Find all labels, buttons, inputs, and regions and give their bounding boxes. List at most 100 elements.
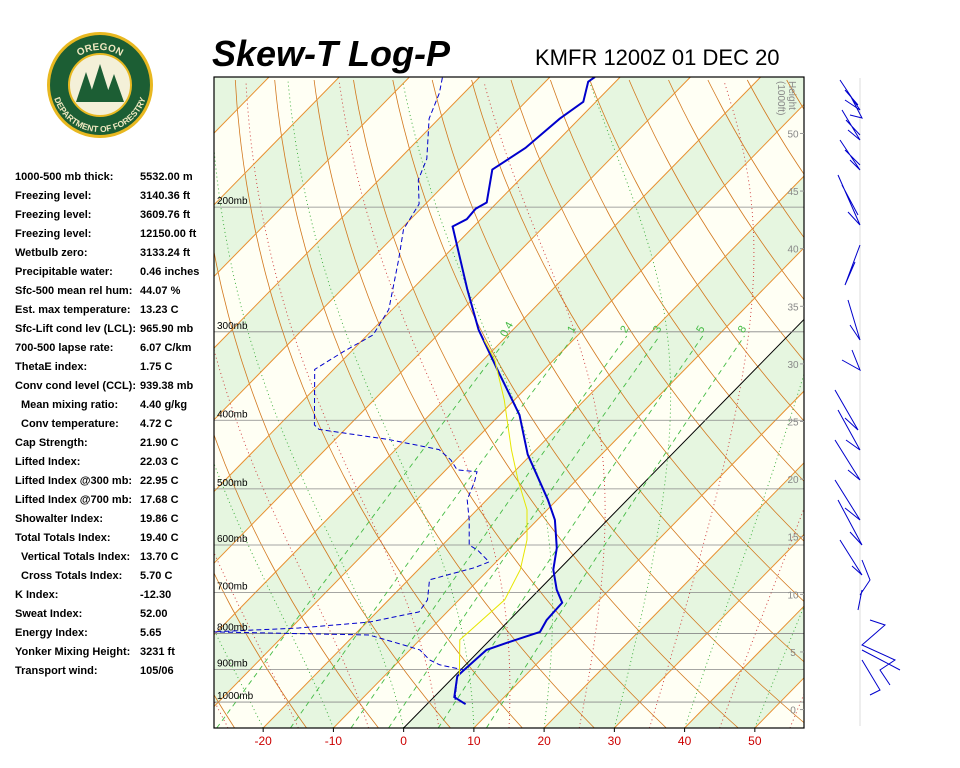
- barb: [841, 299, 861, 372]
- index-value: 0.46 inches: [140, 266, 199, 278]
- index-label: 1000-500 mb thick:: [15, 171, 113, 183]
- y-tick-label: 400mb: [217, 409, 248, 420]
- y2-tick-label: 5: [790, 648, 796, 659]
- index-label: Conv temperature:: [21, 418, 119, 430]
- x-tick-label: 10: [467, 734, 481, 748]
- isotherm: [214, 77, 340, 206]
- index-label: Sfc-500 mean rel hum:: [15, 285, 132, 297]
- isotherm: [333, 247, 804, 728]
- isotherm: [214, 77, 621, 493]
- y2-tick-label: 10: [787, 590, 799, 601]
- dry-adiabat: [826, 80, 960, 728]
- dry-adiabat: [214, 572, 307, 728]
- logo-text: OREGON: [75, 42, 125, 59]
- dry-adiabat: [905, 80, 960, 728]
- dry-adiabat: [274, 79, 595, 728]
- dry-adiabat: [234, 79, 523, 728]
- parcel-line: [458, 339, 528, 676]
- index-value: 22.95 C: [140, 475, 179, 487]
- y2-tick-label: 50: [787, 129, 799, 140]
- index-value: 1.75 C: [140, 361, 172, 373]
- index-value: 3231 ft: [140, 646, 175, 658]
- mixing-ratio-line: [388, 335, 660, 728]
- index-label: Yonker Mixing Height:: [15, 646, 130, 658]
- mixing-ratio-label: 3: [651, 324, 664, 335]
- index-label: ThetaE index:: [15, 361, 87, 373]
- x-tick-label: 20: [537, 734, 551, 748]
- dry-adiabat: [628, 79, 804, 362]
- index-value: 6.07 C/km: [140, 342, 192, 354]
- index-label: Lifted Index @700 mb:: [15, 494, 132, 506]
- y2-tick-label: 45: [787, 187, 799, 198]
- y2-tick-label: 35: [787, 302, 799, 313]
- isotherm-band: [825, 77, 960, 728]
- index-label: Mean mixing ratio:: [21, 399, 118, 411]
- logo: OREGON DEPARTMENT OF FORESTRY: [47, 32, 153, 138]
- dry-adiabat: [471, 79, 804, 602]
- index-value: 5.70 C: [140, 570, 172, 582]
- y2-tick-label: 25: [787, 418, 799, 429]
- index-label: Sfc-Lift cond lev (LCL):: [15, 323, 136, 335]
- moist-adiabat: [245, 81, 440, 728]
- barb: [861, 649, 901, 696]
- isotherm-band: [214, 77, 270, 134]
- index-label: Lifted Index @300 mb:: [15, 475, 132, 487]
- barb: [839, 109, 861, 171]
- index-label: Sweat Index:: [15, 608, 82, 620]
- dry-adiabat: [214, 433, 379, 728]
- moist-adiabat: [214, 462, 334, 728]
- moist-adiabat: [684, 372, 804, 728]
- logo-trees: [76, 64, 124, 102]
- mixing-ratio-line: [486, 335, 745, 728]
- index-label: 700-500 lapse rate:: [15, 342, 113, 354]
- x-tick-label: 40: [678, 734, 692, 748]
- y2-tick-label: 0: [790, 706, 796, 717]
- index-value: 3133.24 ft: [140, 247, 190, 259]
- index-label: Cap Strength:: [15, 437, 88, 449]
- x-tick-label: 50: [748, 734, 762, 748]
- index-label: Energy Index:: [15, 627, 88, 639]
- index-value: 3609.76 ft: [140, 209, 190, 221]
- logo-top: OREGON: [75, 42, 125, 59]
- y-tick-label: 300mb: [217, 321, 248, 332]
- indices: 1000-500 mb thick: 5532.00 m Freezing leve…: [15, 171, 199, 677]
- index-label: Vertical Totals Index:: [21, 551, 130, 563]
- isotherm: [262, 175, 804, 728]
- index-label: Lifted Index:: [15, 456, 80, 468]
- barb: [837, 174, 861, 226]
- index-value: 22.03 C: [140, 456, 179, 468]
- barb: [861, 619, 897, 686]
- moist-adiabat: [338, 81, 511, 728]
- y2-tick-label: 15: [787, 533, 799, 544]
- index-value: 17.68 C: [140, 494, 179, 506]
- index-label: Est. max temperature:: [15, 304, 131, 316]
- dry-adiabat: [589, 79, 804, 422]
- dry-adiabat: [707, 79, 804, 239]
- dry-adiabat: [313, 79, 667, 728]
- mixing-ratio-label: 8: [736, 324, 749, 335]
- dry-adiabat: [392, 79, 804, 724]
- index-value: 4.72 C: [140, 418, 172, 430]
- index-label: Freezing level:: [15, 228, 91, 240]
- y-tick-label: 800mb: [217, 622, 248, 633]
- index-value: 44.07 %: [140, 285, 181, 297]
- index-value: 5532.00 m: [140, 171, 193, 183]
- index-label: Wetbulb zero:: [15, 247, 88, 259]
- dry-adiabat: [353, 79, 739, 728]
- index-value: 19.86 C: [140, 513, 179, 525]
- subtitle: KMFR 1200Z 01 DEC 20: [535, 45, 780, 70]
- temperature-line: [451, 77, 596, 706]
- dry-adiabat: [865, 80, 960, 728]
- mixing-ratio-label: 5: [694, 324, 707, 335]
- isotherm: [825, 77, 960, 728]
- y-tick-label: 600mb: [217, 534, 248, 545]
- index-value: 3140.36 ft: [140, 190, 190, 202]
- wind-barbs: [834, 78, 901, 726]
- index-value: 52.00: [140, 608, 168, 620]
- dry-adiabat: [550, 79, 804, 482]
- barb: [839, 79, 863, 119]
- barb: [834, 389, 861, 481]
- dry-adiabat: [431, 79, 804, 663]
- moist-adiabat: [825, 82, 960, 728]
- dry-adiabat: [510, 79, 804, 542]
